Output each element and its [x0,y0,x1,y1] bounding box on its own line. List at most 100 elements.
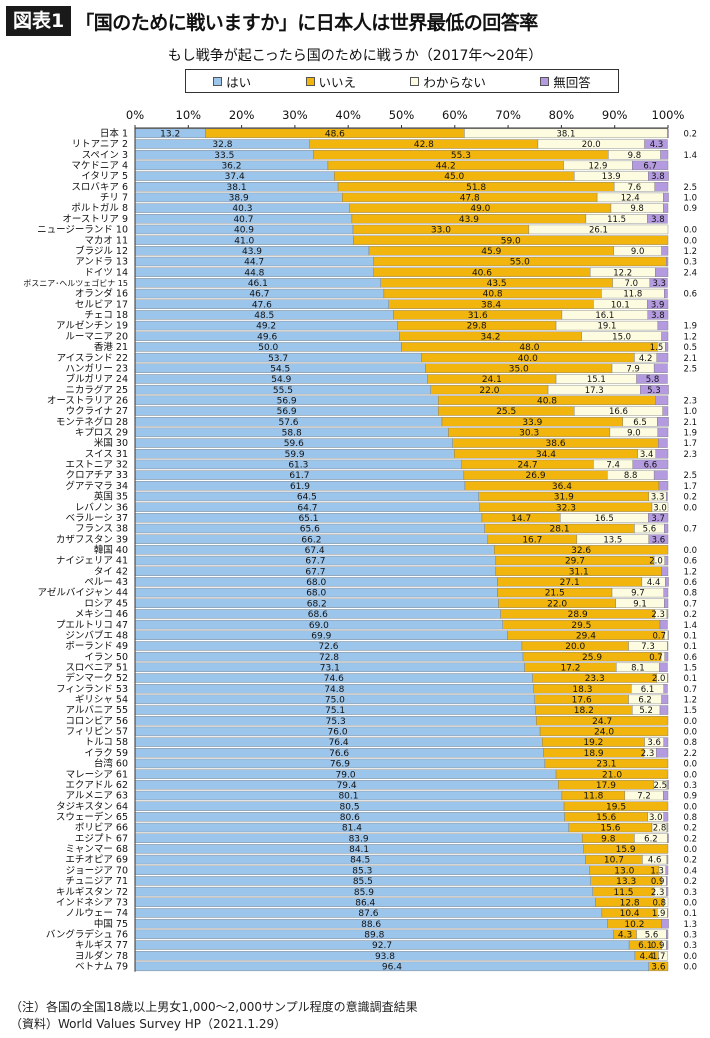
category-label-48: ジンバブエ 48 [65,629,128,641]
data-label-dk-20: 15.0 [612,332,631,342]
legend-item-dk: わからない [410,72,486,91]
data-label-na-42: 1.2 [683,567,697,577]
bar-row-68 [134,844,669,854]
data-label-yes-15: 46.1 [248,279,268,289]
bar-na-75 [661,918,669,929]
category-label-79: ベトナム 79 [75,962,128,973]
category-label-39: カザフスタン 39 [56,534,128,545]
bar-row-71 [134,876,668,886]
data-label-yes-48: 69.9 [311,631,331,641]
bar-no-11 [353,235,669,245]
data-label-dk-78: 1.7 [652,952,666,962]
category-label-72: キルギスタン 72 [56,887,128,898]
bar-na-39 [648,534,669,544]
bar-na-51 [659,662,668,673]
data-label-na-53: 0.7 [683,685,697,695]
bar-row-76 [134,929,669,940]
data-label-na-62: 0.3 [683,781,697,791]
data-label-yes-71: 85.5 [353,877,373,887]
data-label-na-59: 2.2 [683,749,697,759]
bar-na-25 [640,384,669,395]
data-label-no-73: 12.8 [620,898,640,908]
data-label-yes-79: 96.4 [382,963,402,973]
category-label-56: コロンビア 56 [65,716,128,727]
bar-row-44 [134,587,669,598]
data-label-na-1: 0.2 [683,129,697,139]
bar-na-26 [655,395,669,406]
bar-na-62 [666,780,669,790]
bar-na-14 [655,267,669,277]
data-label-yes-34: 61.9 [290,482,310,492]
data-label-na-41: 0.6 [683,557,697,567]
data-label-no-49: 20.0 [565,642,585,652]
data-label-yes-65: 80.6 [340,813,360,823]
data-label-no-1: 48.6 [325,129,345,139]
category-label-5: イタリア 5 [81,171,128,182]
bar-na-13 [666,256,669,267]
data-label-no-13: 55.0 [510,258,530,268]
bar-na-66 [666,822,669,833]
data-label-na-10: 0.0 [683,226,697,236]
data-label-dk-39: 13.5 [603,535,622,545]
data-label-dk-54: 6.2 [638,696,652,706]
data-label-no-23: 35.0 [509,364,529,374]
data-label-no-47: 29.5 [571,621,591,631]
bar-na-43 [665,577,669,587]
legend-label-na: 無回答 [553,74,591,90]
bar-row-64 [134,801,669,811]
data-label-yes-25: 55.5 [273,386,293,396]
data-label-yes-70: 85.3 [352,866,372,876]
category-label-64: タジキスタン 64 [56,801,128,812]
category-label-46: メキシコ 46 [75,609,128,620]
bar-row-33 [134,470,668,480]
data-label-na-27: 1.0 [683,407,697,417]
x-tick-label: 10% [176,108,202,122]
bar-na-74 [667,908,669,918]
bar-na-35 [666,491,668,502]
bar-na-58 [663,737,669,747]
data-label-yes-62: 79.4 [337,781,357,791]
data-label-na-60: 0.0 [683,760,697,770]
bar-row-30 [134,438,668,448]
data-label-dk-12: 9.0 [631,247,645,257]
data-label-na-75: 1.3 [683,920,697,930]
category-label-57: フィリピン 57 [66,727,128,738]
x-tick-label: 90% [602,108,628,122]
data-label-dk-15: 7.0 [624,279,638,289]
bar-na-45 [664,598,669,608]
data-label-no-66: 15.6 [600,824,620,834]
data-label-na-22: 2.1 [683,354,697,364]
bar-row-38 [134,523,669,534]
data-label-na-55: 1.5 [683,706,697,716]
data-label-na-18: 3.8 [651,311,665,321]
data-label-yes-56: 75.3 [326,717,346,727]
legend-swatch-yes [213,76,223,86]
category-label-7: チリ 7 [100,193,128,204]
data-label-yes-35: 64.5 [297,493,317,503]
data-label-no-52: 23.3 [585,674,605,684]
data-label-dk-37: 16.5 [595,514,614,524]
data-label-no-58: 19.2 [583,738,603,748]
data-label-no-12: 45.9 [481,247,501,257]
data-label-no-41: 29.7 [565,557,585,567]
data-label-yes-28: 57.6 [278,418,298,428]
data-label-dk-73: 0.8 [652,898,666,908]
data-label-na-13: 0.3 [683,258,697,268]
bar-na-77 [666,940,669,950]
data-label-na-12: 1.2 [683,247,697,257]
data-label-dk-35: 3.3 [651,493,665,503]
category-label-20: ルーマニア 20 [65,331,128,342]
data-label-yes-6: 38.1 [227,183,247,193]
data-label-yes-60: 76.9 [330,760,350,770]
category-label-65: スウェーデン 65 [56,811,128,823]
bar-no-56 [536,716,669,726]
data-label-no-54: 17.6 [572,696,592,706]
bar-na-18 [647,310,669,320]
data-label-yes-55: 75.1 [325,706,345,716]
category-label-18: チェコ 18 [84,310,128,321]
data-label-na-61: 0.0 [683,770,697,780]
data-label-dk-67: 6.2 [644,834,658,844]
data-label-dk-45: 9.1 [633,599,647,609]
category-label-40: 韓国 40 [94,545,128,556]
data-label-na-24: 5.8 [646,375,660,385]
